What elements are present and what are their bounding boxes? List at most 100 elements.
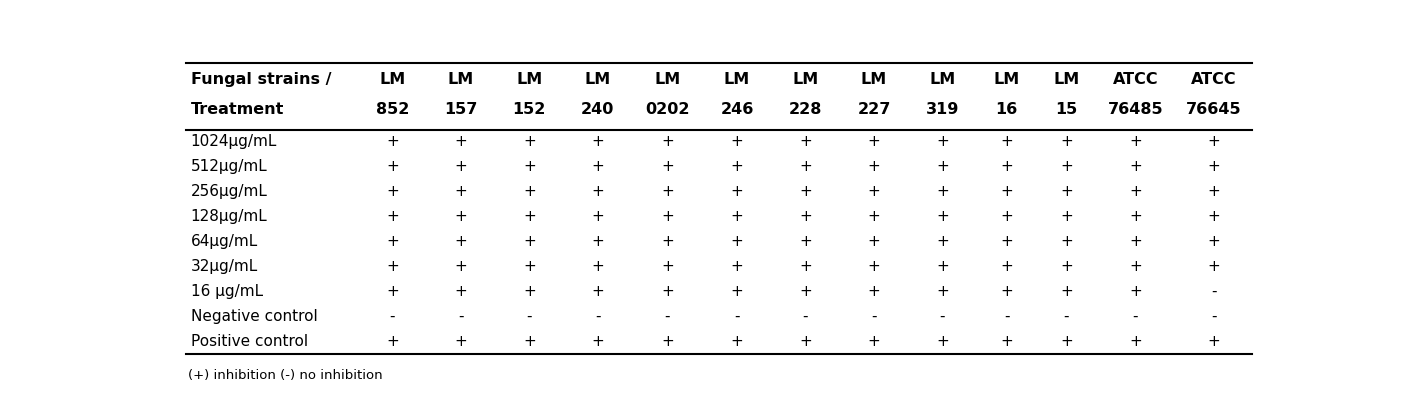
Text: +: +	[1208, 184, 1221, 199]
Text: LM: LM	[654, 72, 680, 87]
Text: LM: LM	[929, 72, 955, 87]
Text: +: +	[386, 160, 398, 175]
Text: +: +	[1000, 209, 1013, 224]
Text: +: +	[592, 334, 605, 349]
Text: +: +	[455, 184, 467, 199]
Text: -: -	[940, 309, 946, 324]
Text: +: +	[523, 259, 536, 274]
Text: +: +	[936, 209, 948, 224]
Text: +: +	[386, 234, 398, 249]
Text: 157: 157	[445, 102, 477, 117]
Text: +: +	[661, 284, 673, 299]
Text: 32µg/mL: 32µg/mL	[191, 259, 258, 274]
Text: +: +	[936, 160, 948, 175]
Text: +: +	[867, 184, 880, 199]
Text: -: -	[526, 309, 532, 324]
Text: +: +	[386, 259, 398, 274]
Text: -: -	[803, 309, 808, 324]
Text: -: -	[734, 309, 739, 324]
Text: LM: LM	[793, 72, 818, 87]
Text: +: +	[800, 134, 812, 149]
Text: +: +	[867, 334, 880, 349]
Text: -: -	[390, 309, 396, 324]
Text: +: +	[1129, 134, 1142, 149]
Text: LM: LM	[1054, 72, 1079, 87]
Text: +: +	[1129, 184, 1142, 199]
Text: +: +	[386, 184, 398, 199]
Text: +: +	[592, 134, 605, 149]
Text: -: -	[595, 309, 600, 324]
Text: +: +	[1061, 234, 1073, 249]
Text: 152: 152	[512, 102, 546, 117]
Text: -: -	[665, 309, 671, 324]
Text: +: +	[731, 184, 744, 199]
Text: +: +	[1061, 334, 1073, 349]
Text: +: +	[1061, 259, 1073, 274]
Text: LM: LM	[516, 72, 543, 87]
Text: +: +	[661, 259, 673, 274]
Text: +: +	[1000, 284, 1013, 299]
Text: Positive control: Positive control	[191, 334, 307, 349]
Text: +: +	[1208, 334, 1221, 349]
Text: +: +	[523, 184, 536, 199]
Text: 256µg/mL: 256µg/mL	[191, 184, 268, 199]
Text: +: +	[800, 284, 812, 299]
Text: Negative control: Negative control	[191, 309, 317, 324]
Text: (+) inhibition (-) no inhibition: (+) inhibition (-) no inhibition	[188, 369, 383, 382]
Text: +: +	[731, 259, 744, 274]
Text: +: +	[867, 134, 880, 149]
Text: 319: 319	[926, 102, 960, 117]
Text: +: +	[1129, 334, 1142, 349]
Text: +: +	[1061, 184, 1073, 199]
Text: +: +	[1129, 209, 1142, 224]
Text: +: +	[1000, 259, 1013, 274]
Text: +: +	[386, 284, 398, 299]
Text: +: +	[1000, 234, 1013, 249]
Text: Fungal strains /: Fungal strains /	[191, 72, 331, 87]
Text: +: +	[1000, 160, 1013, 175]
Text: +: +	[523, 284, 536, 299]
Text: 228: 228	[788, 102, 822, 117]
Text: +: +	[1129, 259, 1142, 274]
Text: +: +	[936, 259, 948, 274]
Text: 16: 16	[996, 102, 1017, 117]
Text: 76485: 76485	[1108, 102, 1163, 117]
Text: +: +	[731, 334, 744, 349]
Text: +: +	[1000, 184, 1013, 199]
Text: +: +	[386, 334, 398, 349]
Text: -: -	[1005, 309, 1009, 324]
Text: +: +	[661, 134, 673, 149]
Text: 240: 240	[581, 102, 615, 117]
Text: 16 µg/mL: 16 µg/mL	[191, 284, 262, 299]
Text: +: +	[800, 259, 812, 274]
Text: +: +	[661, 160, 673, 175]
Text: +: +	[800, 234, 812, 249]
Text: +: +	[386, 209, 398, 224]
Text: 512µg/mL: 512µg/mL	[191, 160, 268, 175]
Text: -: -	[871, 309, 877, 324]
Text: 0202: 0202	[645, 102, 690, 117]
Text: +: +	[936, 184, 948, 199]
Text: +: +	[1129, 234, 1142, 249]
Text: +: +	[592, 259, 605, 274]
Text: +: +	[936, 284, 948, 299]
Text: +: +	[867, 284, 880, 299]
Text: LM: LM	[861, 72, 887, 87]
Text: +: +	[455, 209, 467, 224]
Text: +: +	[455, 134, 467, 149]
Text: -: -	[1211, 284, 1216, 299]
Text: +: +	[661, 209, 673, 224]
Text: +: +	[1208, 259, 1221, 274]
Text: +: +	[800, 334, 812, 349]
Text: +: +	[523, 134, 536, 149]
Text: -: -	[1063, 309, 1069, 324]
Text: +: +	[731, 234, 744, 249]
Text: +: +	[867, 160, 880, 175]
Text: +: +	[731, 160, 744, 175]
Text: -: -	[457, 309, 463, 324]
Text: +: +	[800, 160, 812, 175]
Text: ATCC: ATCC	[1113, 72, 1159, 87]
Text: ATCC: ATCC	[1191, 72, 1236, 87]
Text: +: +	[1208, 209, 1221, 224]
Text: +: +	[386, 134, 398, 149]
